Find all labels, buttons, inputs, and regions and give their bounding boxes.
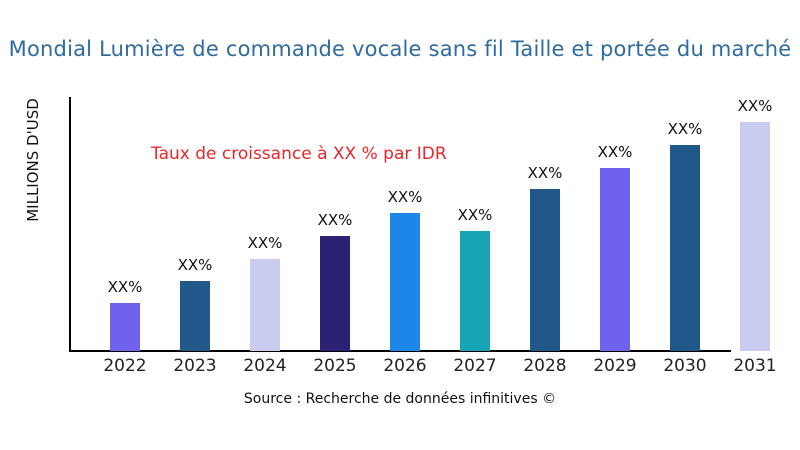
bar-value-label-2027: XX%	[457, 206, 493, 224]
bar-value-label-2031: XX%	[737, 97, 773, 115]
bar-value-label-2028: XX%	[527, 164, 563, 182]
x-tick-2026: 2026	[383, 356, 427, 376]
bar-value-label-2029: XX%	[597, 143, 633, 161]
bar-value-label-2026: XX%	[387, 188, 423, 206]
x-tick-2027: 2027	[453, 356, 497, 376]
source-text: Source : Recherche de données infinitive…	[243, 391, 557, 407]
x-axis-line	[69, 350, 731, 352]
x-tick-2028: 2028	[523, 356, 567, 376]
bar-value-label-2025: XX%	[317, 211, 353, 229]
bar-value-label-2023: XX%	[177, 256, 213, 274]
bar-value-label-2022: XX%	[107, 278, 143, 296]
bar-2028	[530, 189, 560, 351]
bar-value-label-2024: XX%	[247, 234, 283, 252]
x-tick-2029: 2029	[593, 356, 637, 376]
x-tick-2031: 2031	[733, 356, 777, 376]
bar-2023	[180, 281, 210, 351]
x-tick-2025: 2025	[313, 356, 357, 376]
chart-title: Mondial Lumière de commande vocale sans …	[8, 37, 792, 61]
bar-2027	[460, 231, 490, 351]
bar-2025	[320, 236, 350, 351]
x-tick-2030: 2030	[663, 356, 707, 376]
x-tick-2024: 2024	[243, 356, 287, 376]
bar-value-label-2030: XX%	[667, 120, 703, 138]
x-tick-2022: 2022	[103, 356, 147, 376]
bar-2029	[600, 168, 630, 351]
x-tick-2023: 2023	[173, 356, 217, 376]
growth-rate-annotation: Taux de croissance à XX % par IDR	[151, 144, 447, 164]
y-axis-title: MILLIONS D'USD	[24, 98, 42, 222]
bar-2031	[740, 122, 770, 351]
bar-2024	[250, 259, 280, 351]
bar-2030	[670, 145, 700, 351]
y-axis-line	[69, 97, 71, 351]
bar-2022	[110, 303, 140, 351]
bar-2026	[390, 213, 420, 351]
